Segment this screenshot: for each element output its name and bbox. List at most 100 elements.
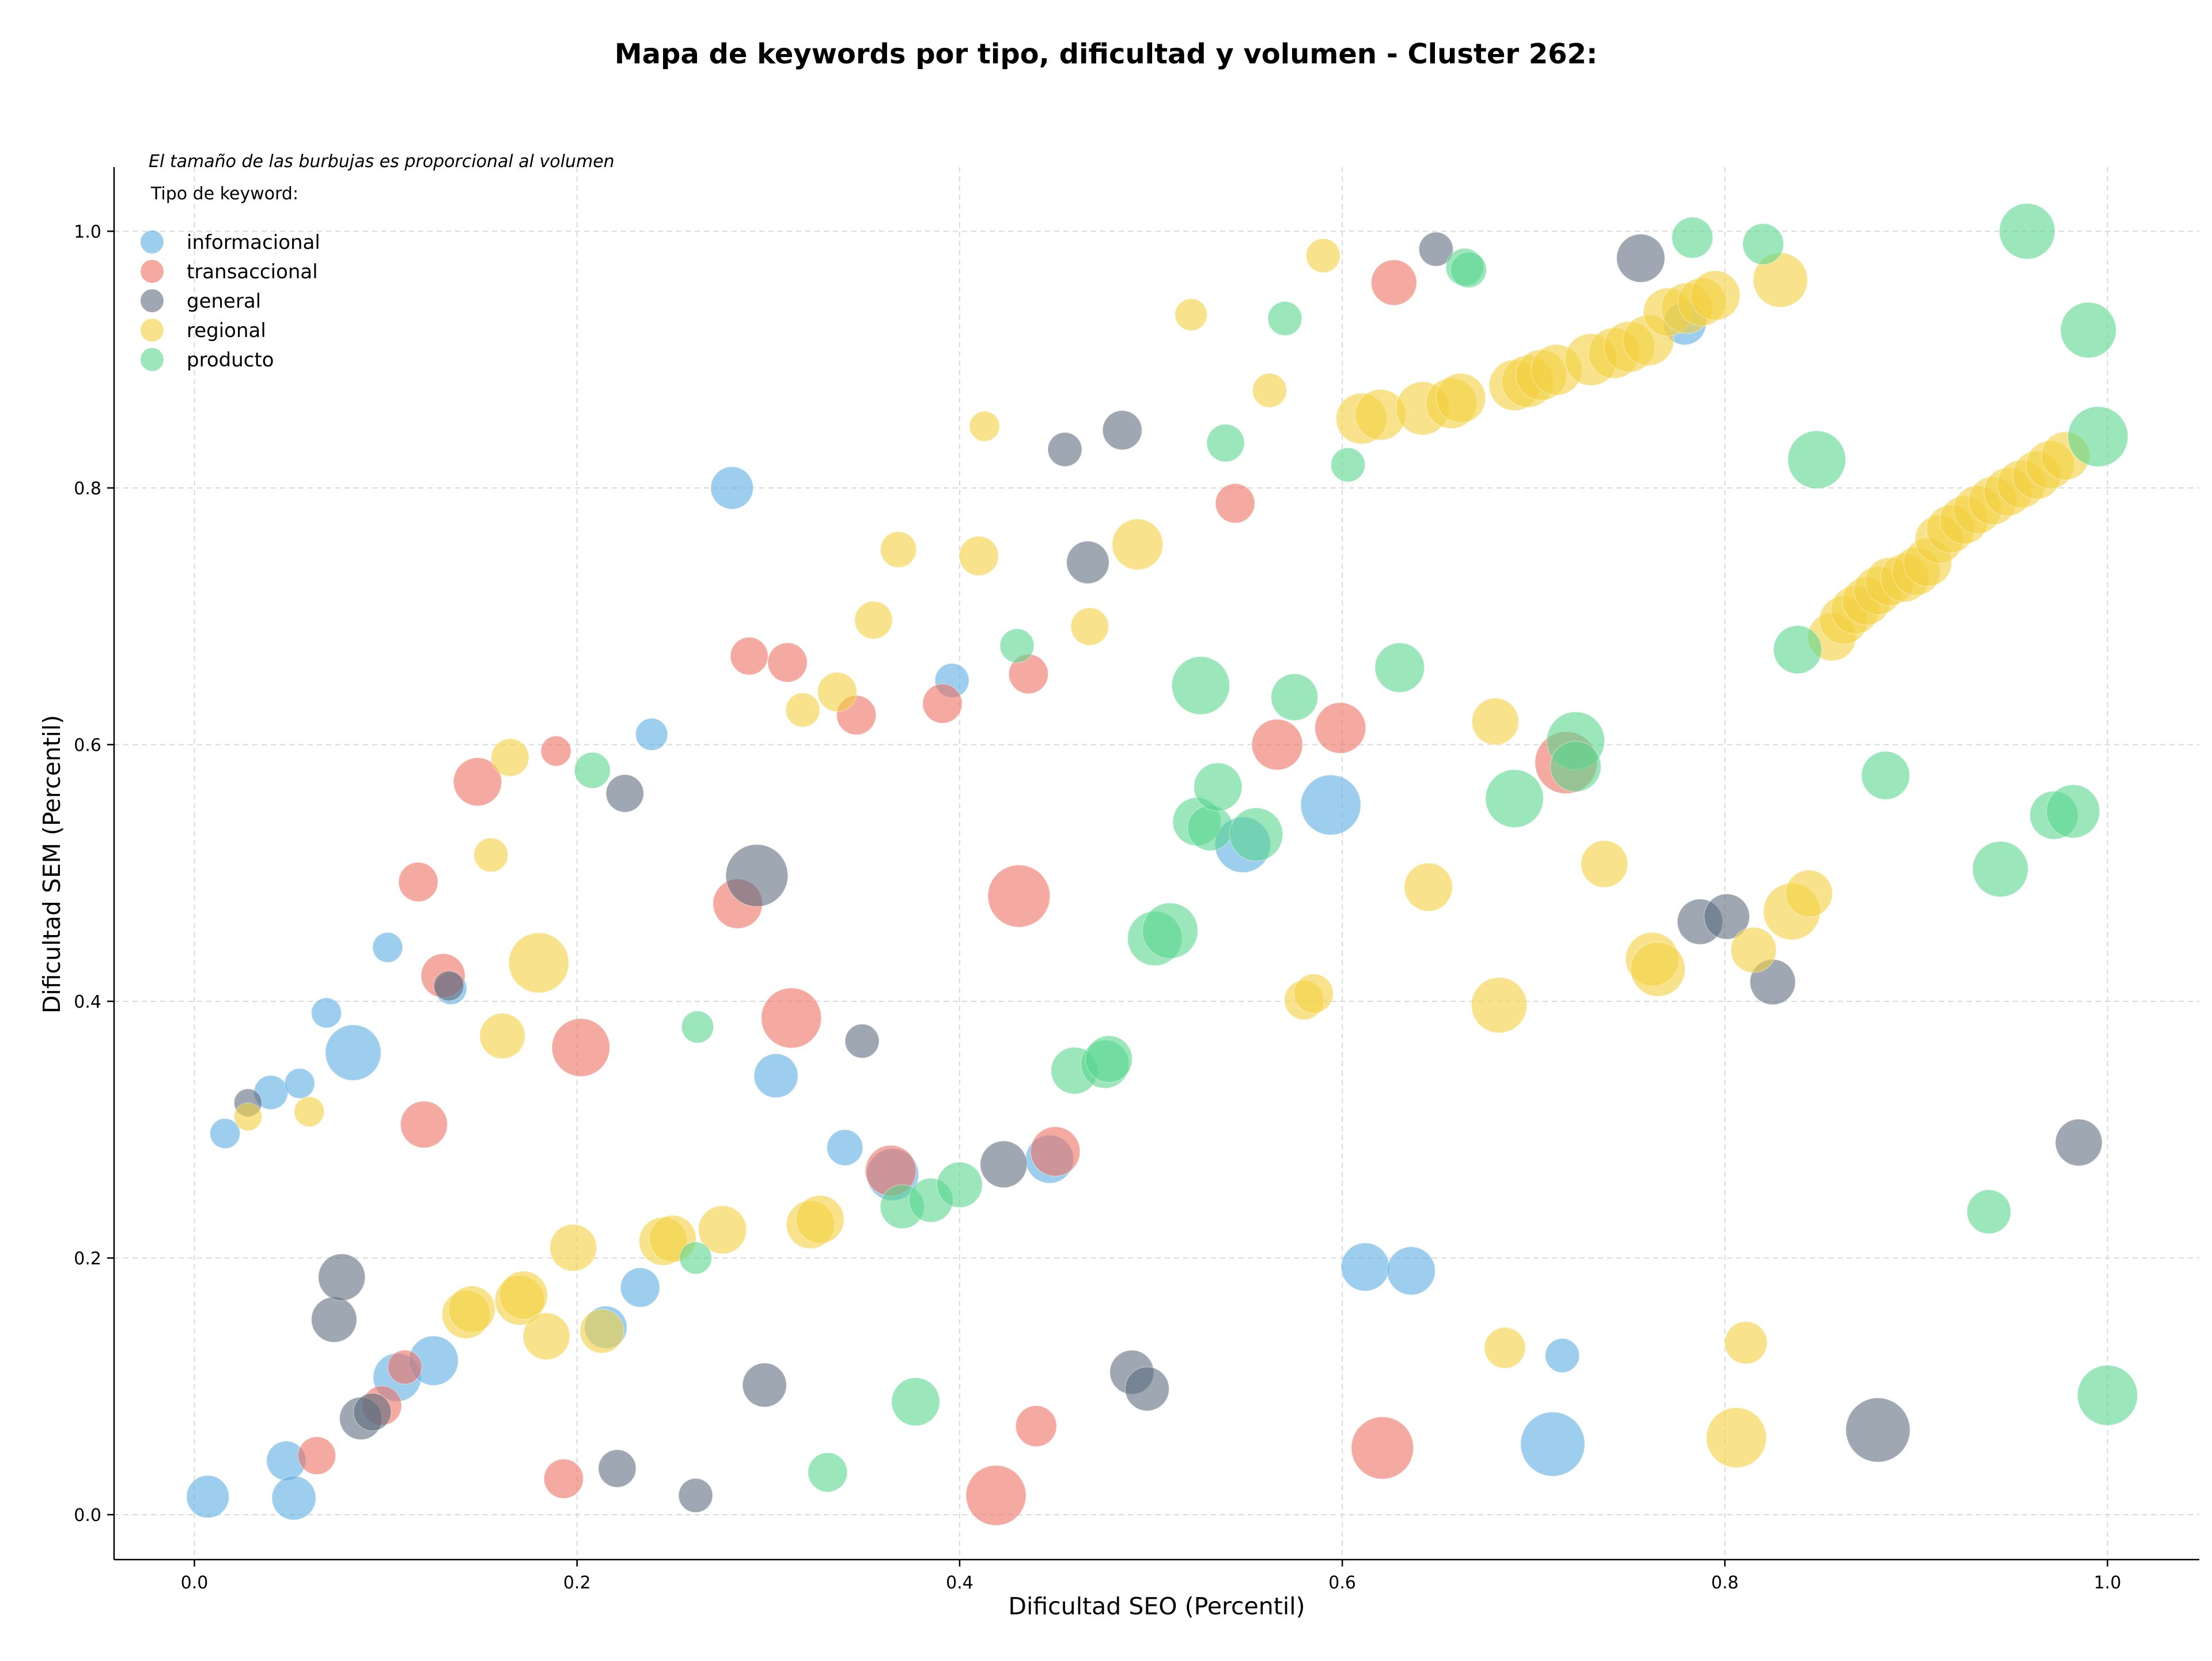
- y-tick-label: 0.8: [74, 479, 101, 499]
- bubble-producto: [1270, 673, 1319, 721]
- bubble-regional: [499, 1270, 548, 1320]
- bubble-general: [1066, 540, 1110, 584]
- bubble-producto: [1550, 740, 1602, 793]
- bubble-transaccional: [387, 1349, 423, 1385]
- bubble-producto: [2060, 301, 2117, 358]
- bubble-transaccional: [1015, 1405, 1057, 1447]
- bubble-regional: [473, 837, 509, 873]
- bubble-producto: [1450, 251, 1487, 289]
- bubble-regional: [1484, 1327, 1526, 1369]
- bubble-transaccional: [453, 757, 502, 807]
- bubble-transaccional: [922, 683, 963, 724]
- legend-label-producto: producto: [187, 349, 274, 372]
- bubble-transaccional: [1315, 702, 1366, 754]
- bubble-general: [1703, 893, 1750, 940]
- bubble-producto: [1966, 1189, 2012, 1235]
- bubble-general: [1418, 232, 1454, 267]
- bubble-producto: [1085, 1035, 1133, 1083]
- bubble-general: [725, 844, 789, 907]
- bubble-producto: [1861, 751, 1910, 800]
- bubble-general: [678, 1478, 713, 1513]
- bubble-general: [1047, 432, 1082, 467]
- legend-title: Tipo de keyword:: [150, 184, 298, 204]
- bubble-producto: [1187, 805, 1234, 852]
- x-tick-label: 0.0: [181, 1573, 209, 1593]
- y-ticks: 0.0 0.2 0.4 0.6 0.8 1.0: [74, 222, 114, 1526]
- bubble-regional: [1785, 869, 1833, 918]
- bubble-regional: [522, 1312, 570, 1360]
- bubble-regional: [1175, 298, 1208, 331]
- bubble-informacional: [1544, 1338, 1580, 1374]
- bubble-regional: [1305, 238, 1341, 273]
- bubble-informacional: [271, 1475, 317, 1520]
- x-tick-label: 0.2: [563, 1573, 591, 1593]
- bubble-regional: [817, 672, 858, 712]
- bubble-informacional: [1300, 774, 1362, 835]
- bubble-producto: [2067, 406, 2128, 467]
- size-note: El tamaño de las burbujas es proporciona…: [149, 152, 615, 172]
- bubble-regional: [579, 1308, 624, 1354]
- bubble-regional: [854, 600, 893, 640]
- bubble-producto: [2077, 1365, 2138, 1426]
- bubble-regional: [491, 738, 529, 777]
- bubble-transaccional: [760, 987, 822, 1049]
- bubble-producto: [1193, 762, 1243, 812]
- y-tick-label: 1.0: [74, 222, 101, 242]
- legend-label-general: general: [187, 290, 261, 313]
- y-tick-label: 0.0: [74, 1505, 101, 1526]
- bubble-general: [317, 1253, 366, 1301]
- bubble-producto: [807, 1452, 848, 1493]
- bubble-producto: [1742, 223, 1785, 265]
- bubble-informacional: [325, 1024, 382, 1081]
- bubble-regional: [1293, 973, 1334, 1014]
- bubble-transaccional: [1030, 1126, 1081, 1177]
- bubble-regional: [1724, 1321, 1768, 1365]
- bubble-transaccional: [730, 637, 768, 676]
- bubble-regional: [698, 1205, 747, 1254]
- bubble-regional: [1580, 840, 1628, 888]
- bubble-transaccional: [987, 864, 1051, 928]
- bubble-regional: [1252, 373, 1287, 408]
- y-tick-label: 0.4: [74, 992, 101, 1012]
- bubble-transaccional: [297, 1436, 336, 1475]
- bubble-regional: [1630, 941, 1686, 997]
- bubble-regional: [233, 1102, 263, 1132]
- bubble-transaccional: [1370, 259, 1417, 306]
- bubble-producto: [679, 1241, 713, 1275]
- bubble-regional: [1471, 977, 1528, 1034]
- bubble-regional: [508, 932, 570, 993]
- legend-label-transaccional: transaccional: [187, 260, 318, 283]
- bubble-informacional: [1340, 1242, 1390, 1292]
- y-tick-label: 0.2: [74, 1249, 101, 1269]
- legend: informacional transaccional general regiona…: [141, 230, 320, 372]
- bubble-transaccional: [1351, 1416, 1414, 1480]
- bubble-regional: [1730, 926, 1777, 973]
- bubble-producto: [1999, 203, 2056, 260]
- bubble-producto: [1229, 807, 1283, 862]
- legend-label-informacional: informacional: [187, 231, 320, 254]
- bubble-transaccional: [400, 1100, 448, 1149]
- bubble-producto: [891, 1377, 941, 1427]
- bubble-general: [1845, 1397, 1911, 1463]
- bubble-producto: [1330, 447, 1366, 483]
- bubble-transaccional: [551, 1018, 611, 1077]
- bubble-producto: [1206, 423, 1245, 463]
- bubble-transaccional: [540, 735, 571, 767]
- bubble-informacional: [1520, 1412, 1585, 1477]
- bubble-transaccional: [543, 1458, 584, 1499]
- bubble-transaccional: [965, 1465, 1027, 1526]
- bubble-regional: [1404, 862, 1453, 912]
- x-ticks: 0.0 0.2 0.4 0.6 0.8 1.0: [181, 1560, 2121, 1593]
- bubble-general: [1124, 1366, 1170, 1412]
- bubble-general: [605, 774, 645, 813]
- bubble-producto: [1267, 301, 1302, 336]
- bubble-regional: [1070, 607, 1109, 646]
- bubble-producto: [1773, 625, 1823, 675]
- bubble-producto: [1787, 430, 1846, 489]
- bubble-informacional: [284, 1068, 315, 1099]
- bubble-regional: [959, 536, 999, 576]
- bubble-producto: [681, 1010, 714, 1044]
- legend-marker-producto: [141, 348, 164, 371]
- bubble-producto: [1171, 656, 1230, 715]
